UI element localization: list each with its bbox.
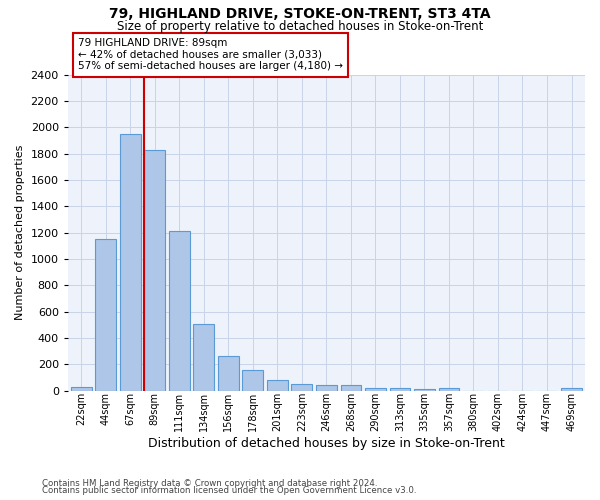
Bar bbox=[365, 388, 386, 390]
X-axis label: Distribution of detached houses by size in Stoke-on-Trent: Distribution of detached houses by size … bbox=[148, 437, 505, 450]
Bar bbox=[193, 324, 214, 390]
Bar bbox=[169, 232, 190, 390]
Bar bbox=[389, 388, 410, 390]
Bar bbox=[414, 389, 435, 390]
Bar bbox=[242, 370, 263, 390]
Bar bbox=[120, 134, 141, 390]
Bar bbox=[71, 386, 92, 390]
Bar bbox=[95, 239, 116, 390]
Bar bbox=[439, 388, 460, 390]
Text: 79 HIGHLAND DRIVE: 89sqm
← 42% of detached houses are smaller (3,033)
57% of sem: 79 HIGHLAND DRIVE: 89sqm ← 42% of detach… bbox=[78, 38, 343, 72]
Text: 79, HIGHLAND DRIVE, STOKE-ON-TRENT, ST3 4TA: 79, HIGHLAND DRIVE, STOKE-ON-TRENT, ST3 … bbox=[109, 8, 491, 22]
Text: Contains HM Land Registry data © Crown copyright and database right 2024.: Contains HM Land Registry data © Crown c… bbox=[42, 478, 377, 488]
Bar bbox=[561, 388, 582, 390]
Bar bbox=[292, 384, 313, 390]
Text: Size of property relative to detached houses in Stoke-on-Trent: Size of property relative to detached ho… bbox=[117, 20, 483, 33]
Y-axis label: Number of detached properties: Number of detached properties bbox=[15, 145, 25, 320]
Bar bbox=[341, 386, 361, 390]
Bar bbox=[145, 150, 165, 390]
Bar bbox=[267, 380, 288, 390]
Bar bbox=[218, 356, 239, 390]
Text: Contains public sector information licensed under the Open Government Licence v3: Contains public sector information licen… bbox=[42, 486, 416, 495]
Bar bbox=[316, 385, 337, 390]
